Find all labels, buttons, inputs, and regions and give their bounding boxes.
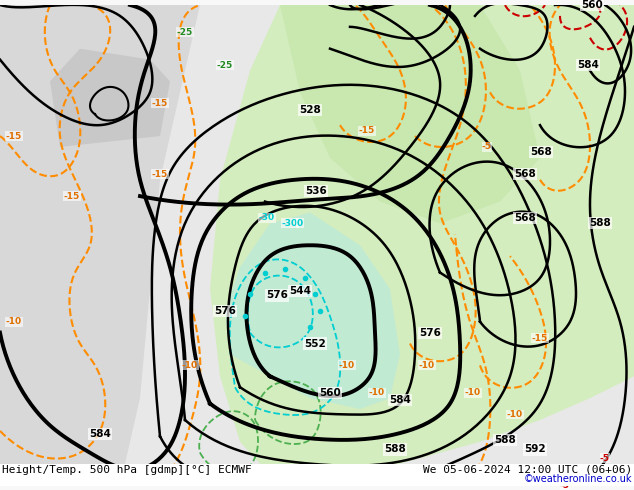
Text: 584: 584 [577, 60, 599, 70]
Text: 536: 536 [305, 186, 327, 196]
Text: We 05-06-2024 12:00 UTC (06+06): We 05-06-2024 12:00 UTC (06+06) [423, 465, 632, 475]
Text: -15: -15 [359, 126, 375, 135]
Text: -15: -15 [152, 99, 168, 108]
Text: 588: 588 [384, 444, 406, 454]
Text: -10: -10 [6, 317, 22, 326]
Text: -25: -25 [177, 28, 193, 37]
Text: 568: 568 [514, 169, 536, 179]
Text: -15: -15 [532, 334, 548, 343]
Polygon shape [280, 5, 540, 223]
Polygon shape [50, 49, 170, 147]
Text: -5: -5 [560, 481, 570, 490]
Text: 588: 588 [589, 219, 611, 228]
Text: -5: -5 [600, 454, 610, 463]
Text: 568: 568 [514, 213, 536, 223]
Polygon shape [225, 213, 400, 409]
Text: 592: 592 [524, 444, 546, 454]
Text: -25: -25 [217, 61, 233, 70]
Text: -5: -5 [515, 470, 525, 479]
Text: 592: 592 [464, 469, 486, 480]
Bar [0, 464, 634, 486]
Polygon shape [0, 5, 200, 486]
Text: 544: 544 [289, 286, 311, 296]
Text: 588: 588 [389, 472, 411, 482]
Text: -15: -15 [6, 131, 22, 141]
Text: -15: -15 [152, 170, 168, 179]
Polygon shape [150, 5, 634, 486]
Text: -30: -30 [259, 214, 275, 222]
Text: 528: 528 [299, 105, 321, 115]
Text: -5: -5 [482, 143, 492, 151]
Text: -10: -10 [369, 388, 385, 397]
Text: 560: 560 [581, 0, 603, 10]
Text: 588: 588 [494, 435, 516, 444]
Text: 552: 552 [304, 339, 326, 348]
Text: 576: 576 [419, 328, 441, 338]
Text: -30: -30 [282, 219, 298, 228]
Text: -10: -10 [465, 388, 481, 397]
Text: 568: 568 [530, 147, 552, 157]
Polygon shape [210, 5, 634, 486]
Text: 576: 576 [266, 291, 288, 300]
Text: 0: 0 [297, 219, 303, 228]
Text: 584: 584 [389, 395, 411, 405]
Text: ©weatheronline.co.uk: ©weatheronline.co.uk [524, 474, 632, 485]
Text: Height/Temp. 500 hPa [gdmp][°C] ECMWF: Height/Temp. 500 hPa [gdmp][°C] ECMWF [2, 465, 252, 475]
Text: 584: 584 [89, 429, 111, 439]
Text: -10: -10 [507, 410, 523, 419]
Text: -10: -10 [182, 361, 198, 370]
Text: -15: -15 [64, 192, 80, 200]
Text: 576: 576 [214, 306, 236, 316]
Text: -10: -10 [339, 361, 355, 370]
Polygon shape [0, 5, 170, 486]
Text: -10: -10 [419, 361, 435, 370]
Text: 560: 560 [319, 388, 341, 398]
